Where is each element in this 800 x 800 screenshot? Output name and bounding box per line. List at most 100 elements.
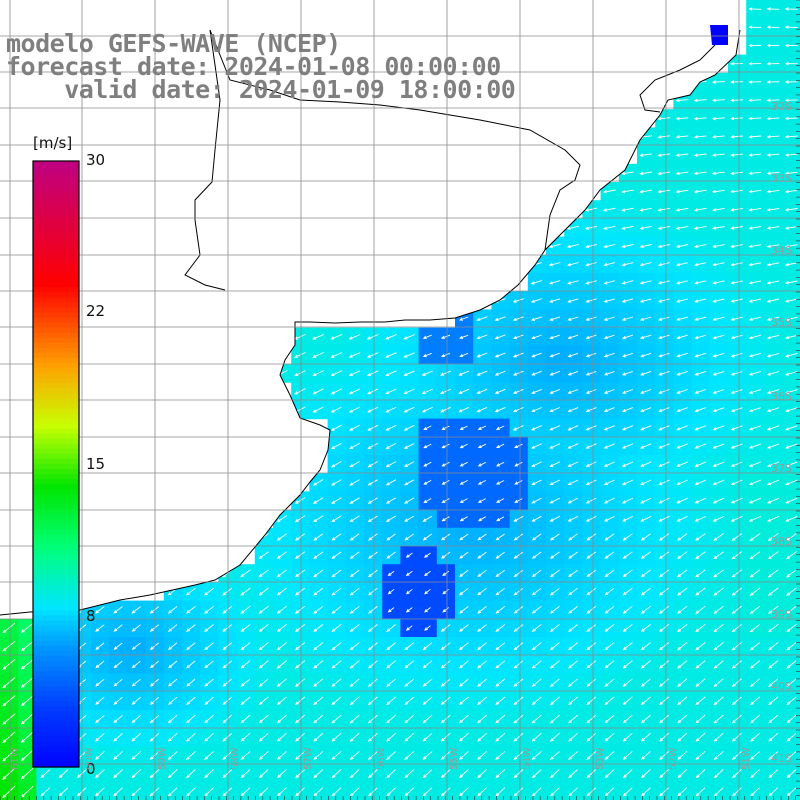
wind-arrow-head (784, 135, 789, 139)
wind-arrow (713, 135, 725, 138)
wind-arrow-head (424, 590, 428, 595)
wind-arrow (767, 244, 780, 248)
wind-arrow (677, 732, 688, 742)
wind-arrow-head (640, 646, 645, 651)
wind-arrow-head (748, 408, 753, 413)
wind-arrow-head (550, 792, 554, 797)
wind-arrow-head (20, 757, 25, 762)
colorbar-segment (33, 721, 79, 728)
wind-arrow (586, 316, 597, 321)
wind-arrow-head (767, 610, 772, 614)
wind-arrow (550, 443, 561, 449)
wind-arrow (368, 479, 378, 486)
wind-arrow (204, 678, 214, 687)
wind-arrow (732, 751, 742, 760)
wind-arrow (658, 262, 670, 266)
wind-arrow (677, 407, 688, 412)
wind-arrow (442, 443, 450, 449)
wind-arrow-head (514, 499, 519, 503)
wind-arrow (731, 425, 743, 431)
wind-arrow-head (277, 774, 281, 779)
wind-arrow (440, 370, 452, 376)
wind-arrow (713, 497, 725, 504)
wind-arrow (241, 769, 251, 778)
wind-arrow (622, 461, 634, 467)
wind-arrow (696, 732, 706, 742)
wind-arrow (404, 352, 415, 358)
colorbar-segment (33, 655, 79, 662)
wind-arrow (696, 751, 706, 760)
wind-arrow-head (440, 353, 445, 358)
wind-arrow (277, 660, 287, 669)
wind-arrow-head (294, 573, 299, 578)
wind-arrow-head (131, 682, 136, 687)
wind-arrow (677, 334, 688, 339)
wind-arrow-head (349, 482, 354, 486)
wind-arrow (386, 732, 396, 742)
wind-arrow-head (730, 153, 735, 157)
wind-arrow-head (331, 482, 336, 486)
wind-arrow-head (549, 445, 554, 449)
wind-arrow-head (784, 354, 790, 358)
wind-arrow-head (258, 555, 263, 559)
wind-arrow (659, 696, 670, 705)
wind-arrow-head (766, 189, 771, 194)
wind-arrow (422, 388, 433, 394)
wind-arrow-head (658, 354, 663, 358)
wind-arrow-head (386, 555, 391, 559)
wind-arrow (786, 605, 797, 614)
wind-arrow-head (349, 500, 354, 504)
wind-arrow (496, 533, 505, 541)
wind-arrow (586, 334, 597, 339)
wind-arrow (749, 99, 762, 101)
wind-arrow (441, 660, 451, 669)
wind-arrow-head (477, 756, 481, 760)
wind-arrow-head (258, 683, 263, 687)
wind-arrow-head (603, 445, 608, 449)
wind-arrow-head (784, 7, 789, 11)
colorbar-segment (33, 231, 79, 238)
wind-arrow-head (495, 536, 500, 541)
wind-arrow-head (531, 719, 536, 724)
wind-arrow (695, 533, 706, 541)
wind-arrow (349, 406, 361, 413)
wind-arrow (514, 498, 523, 503)
wind-arrow-head (531, 335, 536, 340)
wind-arrow (622, 207, 634, 211)
wind-arrow (604, 497, 615, 504)
wind-arrow-head (785, 500, 790, 504)
wind-arrow-head (639, 299, 644, 303)
wind-arrow (132, 642, 141, 650)
wind-arrow-head (149, 737, 154, 742)
wind-arrow (2, 695, 16, 707)
wind-arrow (496, 443, 505, 449)
wind-arrow (695, 352, 707, 357)
wind-arrow-head (513, 573, 518, 578)
wind-arrow-head (385, 500, 390, 504)
wind-arrow-head (640, 408, 645, 413)
wind-arrow (694, 244, 707, 248)
wind-arrow-head (567, 463, 572, 467)
wind-arrow-head (367, 738, 372, 742)
wind-arrow-head (495, 738, 500, 742)
wind-arrow (332, 624, 342, 632)
wind-arrow-head (312, 500, 317, 504)
wind-arrow (313, 352, 324, 358)
wind-arrow (750, 769, 760, 778)
wind-arrow-head (386, 664, 391, 669)
wind-arrow (695, 497, 707, 504)
wind-arrow (731, 389, 743, 394)
wind-arrow (732, 678, 742, 687)
wind-arrow-head (677, 738, 682, 742)
wind-arrow (659, 407, 670, 412)
wind-arrow-head (349, 628, 354, 632)
wind-arrow-head (676, 518, 681, 522)
wind-arrow-head (694, 317, 699, 321)
wind-arrow (568, 298, 579, 303)
wind-arrow (586, 262, 597, 266)
wind-arrow-head (495, 445, 500, 449)
wind-arrow-head (549, 573, 554, 578)
wind-arrow (677, 623, 688, 632)
wind-arrow (694, 153, 707, 156)
